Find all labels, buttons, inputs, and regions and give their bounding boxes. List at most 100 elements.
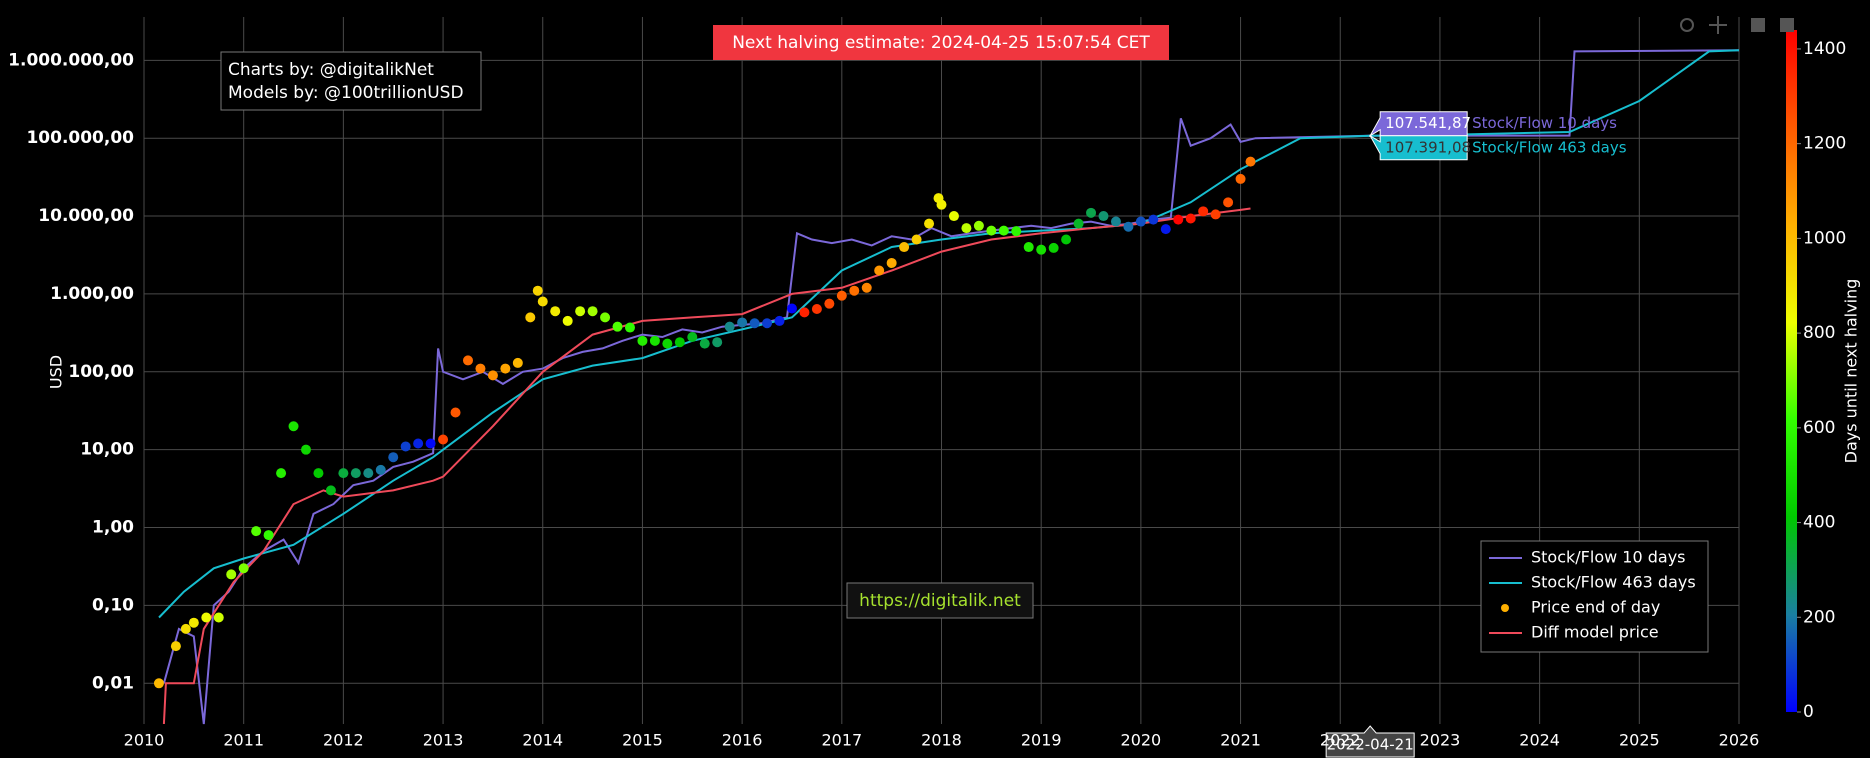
hover-x-box	[1325, 725, 1415, 758]
price-dot	[487, 370, 498, 381]
hover-value: 107.541,87	[1385, 114, 1471, 132]
price-dot	[325, 485, 336, 496]
price-dot	[712, 337, 723, 348]
credits-box	[220, 51, 482, 111]
price-dot	[350, 468, 361, 479]
zoom-button[interactable]	[1680, 18, 1694, 32]
price-dot	[948, 211, 959, 222]
x-tick-label: 2012	[323, 731, 364, 750]
x-tick-label: 2021	[1220, 731, 1261, 750]
y-tick-label: 0,01	[92, 673, 134, 693]
price-dot	[1198, 206, 1209, 217]
x-tick-label: 2025	[1619, 731, 1660, 750]
price-dot	[462, 355, 473, 366]
price-dot	[874, 265, 885, 276]
price-dot	[811, 304, 822, 315]
price-dot	[973, 220, 984, 231]
price-dot	[687, 331, 698, 342]
price-dot	[936, 199, 947, 210]
url-annotation[interactable]: https://digitalik.net	[859, 591, 1021, 611]
price-dot	[587, 306, 598, 317]
hover-box	[1368, 111, 1468, 138]
x-tick-label: 2013	[423, 731, 464, 750]
price-dot	[525, 312, 536, 323]
price-dot	[550, 306, 561, 317]
pan-button[interactable]	[1709, 16, 1727, 34]
y-tick-label: 10.000,00	[38, 206, 134, 226]
zoom-out-button[interactable]	[1780, 18, 1794, 32]
price-dot	[288, 421, 299, 432]
price-dot	[1235, 173, 1246, 184]
price-dot	[1086, 207, 1097, 218]
price-dot	[251, 526, 262, 537]
price-dot	[1135, 216, 1146, 227]
price-dot	[238, 563, 249, 574]
y-tick-label: 10,00	[80, 440, 134, 460]
price-dot	[749, 318, 760, 329]
credit-models: Models by: @100trillionUSD	[228, 83, 464, 103]
price-dot	[413, 438, 424, 449]
price-dot	[213, 612, 224, 623]
price-dot	[400, 441, 411, 452]
x-tick-label: 2026	[1719, 731, 1760, 750]
price-dot	[425, 438, 436, 449]
legend-label: Price end of day	[1531, 598, 1660, 617]
price-dot	[1073, 218, 1084, 229]
y-tick-label: 100.000,00	[26, 128, 134, 148]
price-dot	[562, 315, 573, 326]
x-tick-label: 2019	[1021, 731, 1062, 750]
price-dot	[799, 307, 810, 318]
price-dot	[263, 530, 274, 541]
price-dot	[1061, 234, 1072, 245]
legend-label: Diff model price	[1531, 623, 1659, 642]
price-dot	[986, 225, 997, 236]
price-dot	[500, 363, 511, 374]
series-line	[162, 207, 1251, 725]
price-dot	[886, 257, 897, 268]
price-dot	[612, 321, 623, 332]
x-tick-label: 2015	[622, 731, 663, 750]
credit-charts: Charts by: @digitalikNet	[228, 60, 434, 80]
colorbar-ramp	[1786, 30, 1797, 712]
price-dot	[824, 298, 835, 309]
x-tick-label: 2020	[1121, 731, 1162, 750]
price-dot	[338, 468, 349, 479]
price-dot	[180, 623, 191, 634]
grid	[143, 17, 1740, 724]
colorbar-tick-label: 800	[1803, 323, 1835, 343]
y-tick-label: 1.000.000,00	[8, 50, 134, 70]
x-tick-label: 2014	[522, 731, 563, 750]
price-dot	[1245, 156, 1256, 167]
x-tick-label: 2022	[1320, 731, 1361, 750]
price-dot	[388, 452, 399, 463]
price-dot	[575, 306, 586, 317]
price-dot	[532, 285, 543, 296]
price-dot	[1011, 226, 1022, 237]
price-dot	[637, 335, 648, 346]
price-dot	[624, 322, 635, 333]
price-dot	[699, 338, 710, 349]
price-dot	[849, 285, 860, 296]
legend-swatch	[1501, 604, 1509, 612]
hover-value: 107.391,08	[1385, 138, 1471, 156]
colorbar-tick-label: 600	[1803, 418, 1835, 438]
price-dot	[786, 303, 797, 314]
chart-title: Next halving estimate: 2024-04-25 15:07:…	[732, 33, 1150, 53]
price-dot	[170, 641, 181, 652]
price-dot	[153, 678, 164, 689]
url-box	[846, 582, 1034, 619]
hover-series-name: Stock/Flow 463 days	[1472, 138, 1627, 156]
price-dot	[961, 223, 972, 234]
price-dot	[924, 218, 935, 229]
y-tick-label: 100,00	[68, 362, 134, 382]
price-dot	[899, 242, 910, 253]
price-dot	[1160, 224, 1171, 235]
zoom-in-button[interactable]	[1751, 18, 1765, 32]
price-dot	[475, 363, 486, 374]
colorbar-title: Days until next halving	[1842, 279, 1861, 464]
plot	[153, 49, 1740, 725]
colorbar-tick-label: 200	[1803, 607, 1835, 627]
price-dot	[1023, 242, 1034, 253]
price-dot	[1123, 221, 1134, 232]
